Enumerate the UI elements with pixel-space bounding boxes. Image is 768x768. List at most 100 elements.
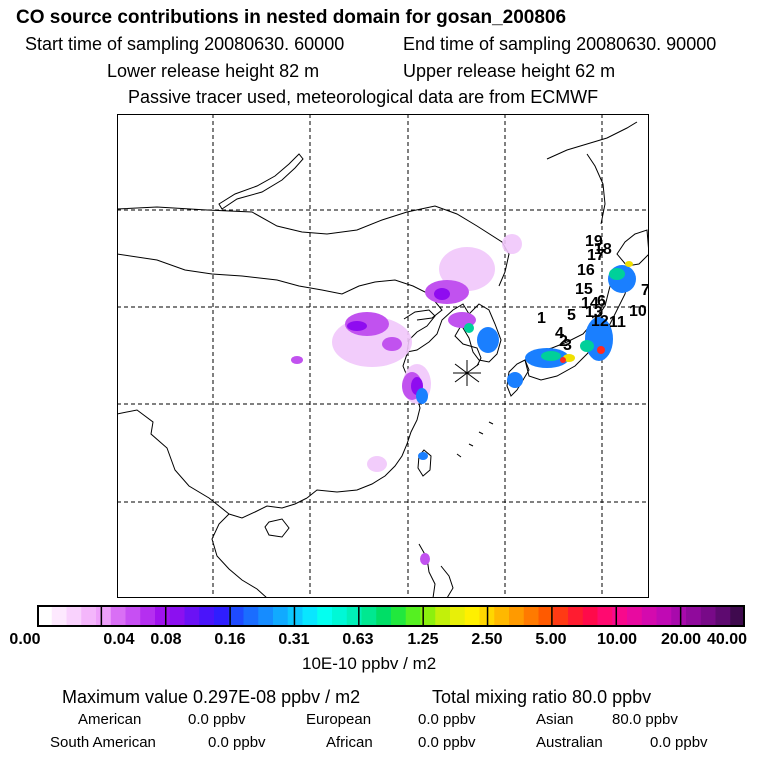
colorbar-cell — [656, 605, 672, 627]
colorbar-cell — [553, 605, 569, 627]
receptor-label: 10 — [629, 303, 647, 320]
colorbar-cell — [582, 605, 599, 627]
american-label: American — [78, 711, 142, 728]
colorbar-cell — [641, 605, 658, 627]
colorbar-cell — [361, 605, 377, 627]
colorbar-cell — [612, 605, 628, 627]
asian-value: 80.0 ppbv — [612, 711, 678, 728]
colorbar-cell — [376, 605, 392, 627]
colorbar-cell — [568, 605, 584, 627]
concentration-plume — [291, 234, 636, 565]
colorbar-cell — [155, 605, 171, 627]
colorbar-cell — [169, 605, 186, 627]
colorbar-cell — [627, 605, 643, 627]
colorbar-tick: 20.00 — [660, 631, 702, 648]
colorbar-tick: 40.00 — [706, 631, 748, 648]
colorbar-cell — [700, 605, 717, 627]
kamchatka-coast — [546, 121, 638, 160]
colorbar-cell — [715, 605, 731, 627]
african-value: 0.0 ppbv — [418, 734, 476, 751]
receptor-label: 11 — [609, 314, 626, 331]
colorbar-tick: 0.31 — [278, 631, 310, 648]
receptor-label: 15 — [575, 281, 593, 298]
colorbar-cell — [420, 605, 436, 627]
colorbar-tick: 10.00 — [596, 631, 638, 648]
colorbar-cell — [494, 605, 510, 627]
start-time: Start time of sampling 20080630. 60000 — [25, 34, 345, 54]
australian-value: 0.0 ppbv — [650, 734, 708, 751]
colorbar-cell — [597, 605, 613, 627]
receptor-label: 6 — [597, 293, 606, 310]
colorbar-cell — [405, 605, 422, 627]
colorbar-cell — [140, 605, 156, 627]
australian-label: Australian — [536, 734, 603, 751]
receptor-label: 13 — [585, 304, 603, 321]
colorbar-cell — [686, 605, 702, 627]
receptor-label: 1 — [537, 310, 546, 327]
colorbar-dividers — [100, 605, 682, 627]
receptor-label: 3 — [563, 337, 572, 354]
colorbar-tick: 1.25 — [407, 631, 439, 648]
colorbar-tick: 0.16 — [214, 631, 246, 648]
receptor-label: 7 — [641, 282, 649, 299]
colorbar-cell — [287, 605, 304, 627]
maximum-value: Maximum value 0.297E-08 ppbv / m2 — [62, 687, 361, 707]
receptor-label: 16 — [577, 262, 595, 279]
american-value: 0.0 ppbv — [188, 711, 246, 728]
colorbar-cell — [332, 605, 348, 627]
colorbar-cell — [184, 605, 200, 627]
colorbar-cell — [671, 605, 687, 627]
receptor-label: 18 — [594, 241, 612, 258]
inland-border — [117, 409, 230, 515]
european-label: European — [306, 711, 372, 728]
grid-lines — [117, 114, 649, 598]
sea-islands — [456, 421, 494, 458]
colorbar-cell — [125, 605, 141, 627]
colorbar-cell — [258, 605, 274, 627]
colorbar-cell — [273, 605, 289, 627]
colorbar-cell — [464, 605, 481, 627]
sakhalin — [586, 153, 606, 225]
colorbar-cell — [51, 605, 68, 627]
colorbar-cell — [199, 605, 215, 627]
south-american-label: South American — [50, 734, 156, 751]
total-mixing-ratio: Total mixing ratio 80.0 ppbv — [432, 687, 652, 707]
colorbar-tick: 0.04 — [103, 631, 135, 648]
european-value: 0.0 ppbv — [418, 711, 476, 728]
map-panel: 1 2 3 4 5 6 7 10 11 12 13 14 15 16 17 18… — [117, 114, 649, 598]
receptor-label: 5 — [567, 307, 576, 324]
upper-release-height: Upper release height 62 m — [403, 61, 616, 81]
station-asterisk-icon — [453, 360, 481, 386]
receptor-label: 19 — [585, 233, 603, 250]
map-title: CO source contributions in nested domain… — [16, 7, 567, 28]
colorbar-cell — [391, 605, 407, 627]
african-label: African — [326, 734, 373, 751]
hainan — [264, 518, 290, 538]
receptor-label: 17 — [587, 247, 605, 264]
receptor-label: 4 — [555, 325, 564, 342]
colorbar-cell — [243, 605, 259, 627]
china-south-coast — [228, 497, 308, 519]
colorbar-tick: 0.08 — [150, 631, 182, 648]
colorbar-cell — [317, 605, 333, 627]
asian-label: Asian — [536, 711, 574, 728]
receptor-label: 14 — [581, 295, 599, 312]
lower-release-height: Lower release height 82 m — [107, 61, 320, 81]
colorbar-cell — [228, 605, 245, 627]
receptor-label: 2 — [559, 333, 568, 350]
end-time: End time of sampling 20080630. 90000 — [403, 34, 717, 54]
bohai-coast — [403, 303, 482, 367]
colorbar-cell — [450, 605, 466, 627]
colorbar-cell — [214, 605, 230, 627]
colorbar-cell — [435, 605, 451, 627]
receptor-label: 12 — [591, 313, 609, 330]
colorbar-cell — [538, 605, 554, 627]
south-american-value: 0.0 ppbv — [208, 734, 266, 751]
vietnam-coast — [211, 513, 268, 598]
colorbar-cell — [730, 605, 745, 627]
colorbar-cell — [81, 605, 97, 627]
colorbar-units: 10E-10 ppbv / m2 — [302, 654, 437, 673]
colorbar-frame — [37, 605, 745, 627]
colorbar-cells — [37, 605, 745, 627]
lake-baikal — [218, 153, 304, 210]
